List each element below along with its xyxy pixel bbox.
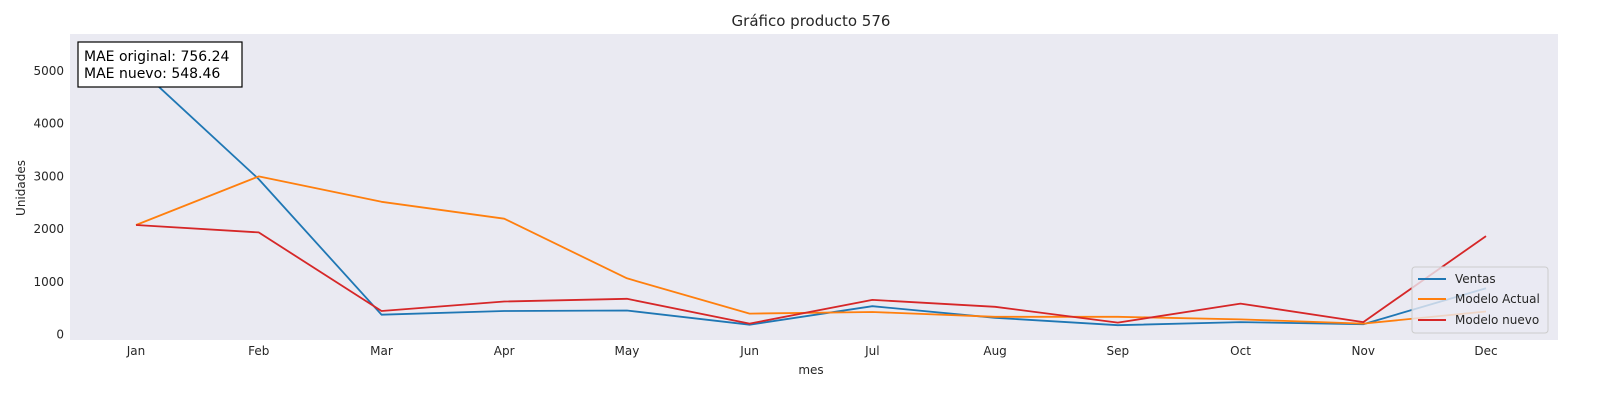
y-tick-label: 3000 bbox=[33, 169, 64, 183]
y-tick-label: 5000 bbox=[33, 64, 64, 78]
annotation-line-nuevo: MAE nuevo: 548.46 bbox=[84, 66, 220, 82]
mae-annotation: MAE original: 756.24 MAE nuevo: 548.46 bbox=[77, 41, 243, 88]
y-axis-title: Unidades bbox=[14, 160, 28, 216]
y-tick-label: 4000 bbox=[33, 117, 64, 131]
y-tick-label: 0 bbox=[56, 328, 64, 342]
series-line-modelo-nuevo bbox=[135, 224, 1487, 325]
x-tick-label: Sep bbox=[1107, 344, 1130, 358]
y-tick-label: 2000 bbox=[33, 222, 64, 236]
x-tick-label: Jan bbox=[126, 344, 146, 358]
x-tick-label: Apr bbox=[494, 344, 515, 358]
x-axis: Jan Feb Mar Apr May Jun Jul Aug Sep Oct Nov Dec bbox=[126, 344, 1498, 358]
series-line-ventas bbox=[135, 65, 1487, 327]
x-tick-label: Aug bbox=[983, 344, 1006, 358]
y-tick-label: 1000 bbox=[33, 275, 64, 289]
annotation-box bbox=[77, 41, 243, 88]
x-tick-label: May bbox=[615, 344, 640, 358]
x-tick-label: Feb bbox=[248, 344, 269, 358]
series-line-modelo-actual bbox=[135, 175, 1487, 325]
legend-label-modelo-nuevo: Modelo nuevo bbox=[1455, 313, 1539, 327]
x-tick-label: Mar bbox=[370, 344, 393, 358]
x-axis-title: mes bbox=[798, 363, 823, 377]
plot-area bbox=[70, 34, 1558, 340]
annotation-line-original: MAE original: 756.24 bbox=[84, 49, 230, 65]
legend-label-ventas: Ventas bbox=[1455, 272, 1496, 286]
x-tick-label: Jul bbox=[864, 344, 879, 358]
series-lines bbox=[135, 65, 1487, 327]
x-tick-label: Jun bbox=[739, 344, 759, 358]
y-axis: 0 1000 2000 3000 4000 5000 bbox=[33, 64, 64, 342]
legend-label-modelo-actual: Modelo Actual bbox=[1455, 292, 1540, 306]
x-tick-label: Dec bbox=[1474, 344, 1497, 358]
legend: Ventas Modelo Actual Modelo nuevo bbox=[1411, 266, 1549, 334]
x-tick-label: Nov bbox=[1352, 344, 1375, 358]
chart-title: Gráfico producto 576 bbox=[732, 12, 891, 30]
legend-box bbox=[1411, 266, 1549, 334]
x-tick-label: Oct bbox=[1230, 344, 1251, 358]
